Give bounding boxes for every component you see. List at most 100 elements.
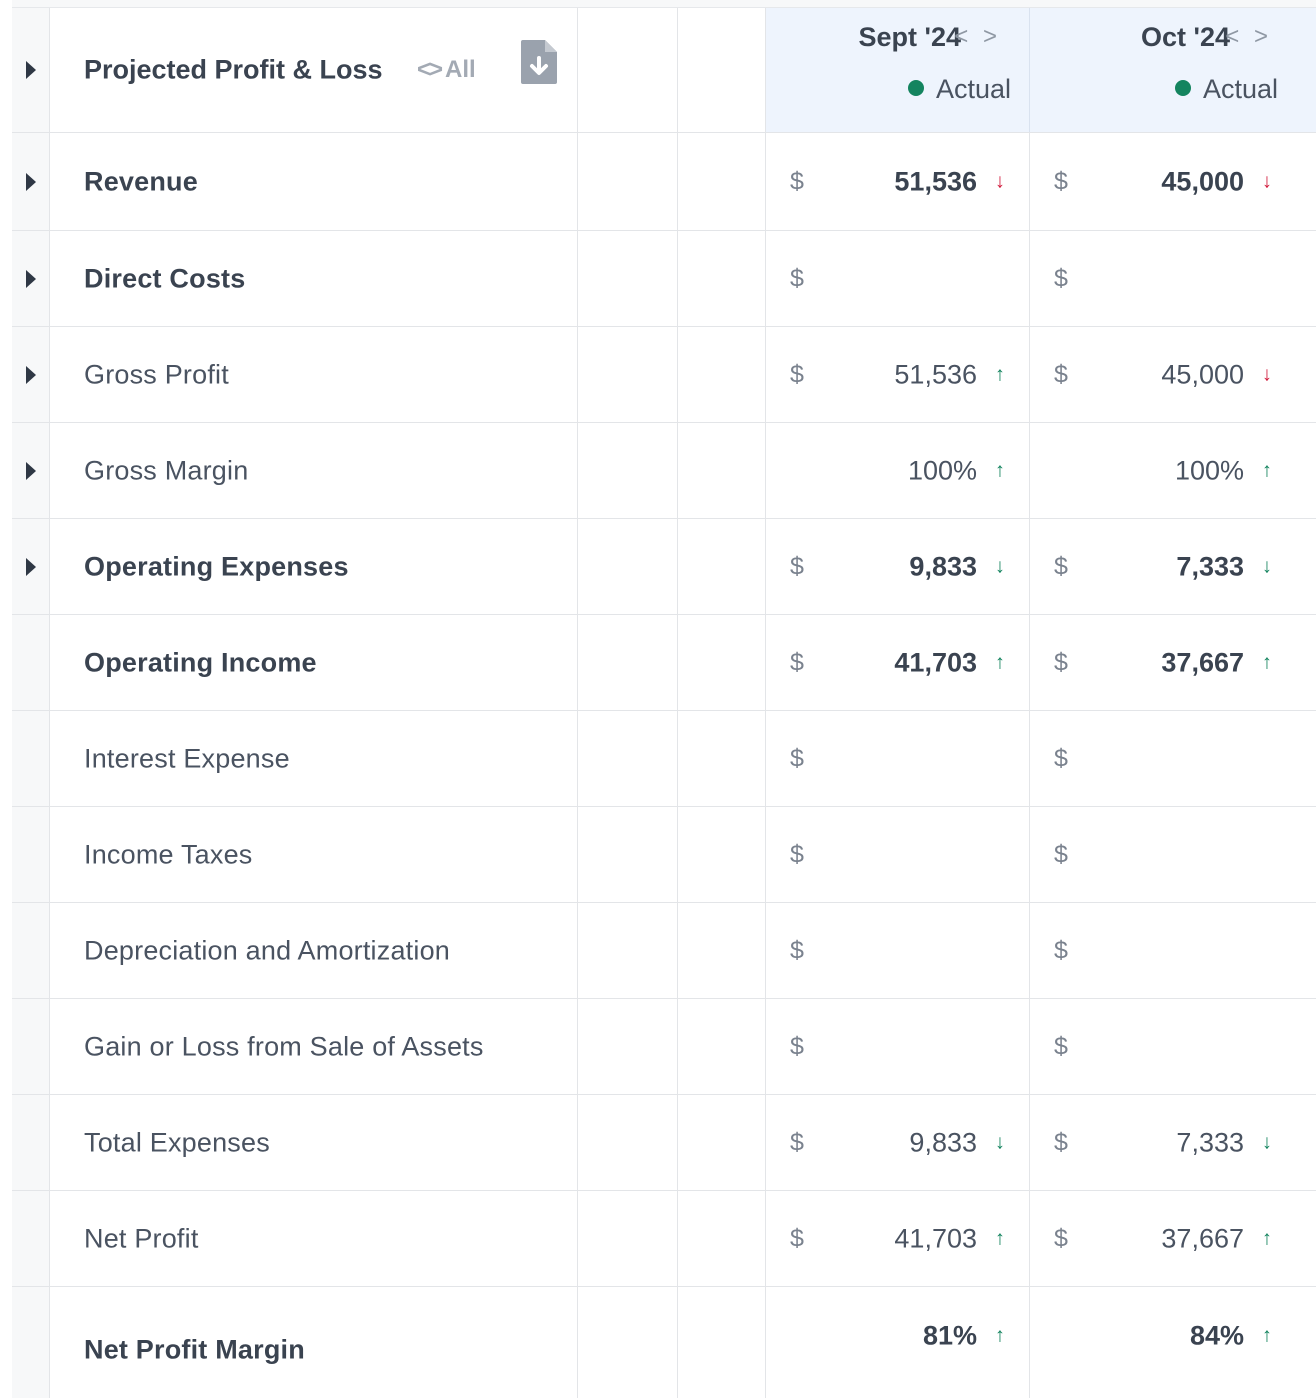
table-row: Gain or Loss from Sale of Assets $ $ bbox=[12, 999, 1316, 1095]
value-cell-oct[interactable]: $ bbox=[1030, 807, 1316, 902]
value-cell-sept[interactable]: $ bbox=[766, 999, 1030, 1094]
empty-cell bbox=[578, 327, 678, 422]
row-label[interactable]: Gross Profit bbox=[84, 359, 229, 389]
row-label[interactable]: Gross Margin bbox=[84, 455, 249, 485]
value-cell-oct[interactable]: $ bbox=[1030, 999, 1316, 1094]
cell-value: 100% bbox=[1174, 455, 1244, 485]
cell-value: 37,667 bbox=[1161, 647, 1244, 677]
trend-up-icon: ↑ bbox=[1262, 1324, 1272, 1347]
expand-caret-icon[interactable] bbox=[26, 557, 36, 576]
row-label[interactable]: Revenue bbox=[84, 166, 198, 196]
row-label-cell: Revenue bbox=[50, 133, 578, 230]
table-row: Net Profit Margin 81% ↑ 84% ↑ bbox=[12, 1287, 1316, 1398]
empty-cell bbox=[578, 807, 678, 902]
row-toggle-cell bbox=[12, 711, 50, 806]
empty-cell bbox=[578, 903, 678, 998]
cell-value: 9,833 bbox=[909, 551, 977, 581]
value-cell-oct[interactable]: $ bbox=[1030, 231, 1316, 326]
table-row: Direct Costs $ $ bbox=[12, 231, 1316, 327]
value-cell-sept[interactable]: $9,833 ↓ bbox=[766, 1095, 1030, 1190]
gap-cell bbox=[678, 711, 766, 806]
pnl-table: Projected Profit & Loss <> All Sept '24 <… bbox=[12, 8, 1316, 1398]
table-row: Gross Margin 100% ↑ 100% ↑ bbox=[12, 423, 1316, 519]
status-label: Actual bbox=[1202, 74, 1278, 104]
currency-symbol: $ bbox=[1054, 167, 1068, 195]
row-label: Gain or Loss from Sale of Assets bbox=[84, 1031, 484, 1061]
currency-symbol: $ bbox=[790, 552, 804, 580]
expand-caret-icon[interactable] bbox=[26, 172, 36, 191]
header-row: Projected Profit & Loss <> All Sept '24 <… bbox=[12, 8, 1316, 133]
month-nav-arrows-icon[interactable]: < > bbox=[1225, 23, 1272, 50]
table-row: Depreciation and Amortization $ $ bbox=[12, 903, 1316, 999]
value-cell-oct[interactable]: $ bbox=[1030, 903, 1316, 998]
currency-symbol: $ bbox=[790, 744, 804, 772]
row-label: Interest Expense bbox=[84, 743, 290, 773]
row-label-cell: Total Expenses bbox=[50, 1095, 578, 1190]
value-cell-oct[interactable]: 84% ↑ bbox=[1030, 1287, 1316, 1398]
row-label[interactable]: Operating Expenses bbox=[84, 551, 349, 581]
expand-all-caret-icon[interactable] bbox=[26, 61, 36, 79]
value-cell-oct[interactable]: $7,333 ↓ bbox=[1030, 1095, 1316, 1190]
gap-cell bbox=[678, 327, 766, 422]
code-chevrons-icon: <> bbox=[417, 56, 443, 83]
value-cell-oct[interactable]: $45,000 ↓ bbox=[1030, 133, 1316, 230]
value-cell-sept[interactable]: $41,703 ↑ bbox=[766, 1191, 1030, 1286]
status-badge: Actual bbox=[1174, 74, 1278, 105]
gap-cell bbox=[678, 1191, 766, 1286]
value-cell-sept[interactable]: 100% ↑ bbox=[766, 423, 1030, 518]
row-label-cell: Gain or Loss from Sale of Assets bbox=[50, 999, 578, 1094]
month-nav-arrows-icon[interactable]: < > bbox=[954, 23, 1001, 50]
value-cell-sept[interactable]: 81% ↑ bbox=[766, 1287, 1030, 1398]
row-toggle-cell bbox=[12, 1095, 50, 1190]
row-toggle-cell bbox=[12, 999, 50, 1094]
gap-cell bbox=[678, 999, 766, 1094]
value-cell-sept[interactable]: $ bbox=[766, 231, 1030, 326]
row-label: Net Profit Margin bbox=[84, 1334, 305, 1365]
gap-cell bbox=[678, 519, 766, 614]
value-cell-oct[interactable]: $37,667 ↑ bbox=[1030, 615, 1316, 710]
empty-cell bbox=[578, 423, 678, 518]
value-cell-sept[interactable]: $51,536 ↓ bbox=[766, 133, 1030, 230]
expand-caret-icon[interactable] bbox=[26, 365, 36, 384]
empty-cell bbox=[578, 1287, 678, 1398]
empty-cell bbox=[578, 231, 678, 326]
expand-caret-icon[interactable] bbox=[26, 269, 36, 288]
trend-down-icon: ↓ bbox=[1262, 170, 1272, 192]
row-toggle-cell bbox=[12, 1287, 50, 1398]
show-all-toggle[interactable]: <> All bbox=[417, 56, 476, 84]
currency-symbol: $ bbox=[1054, 744, 1068, 772]
value-cell-sept[interactable]: $ bbox=[766, 903, 1030, 998]
month-label: Sept '24 bbox=[858, 22, 961, 52]
trend-up-icon: ↑ bbox=[1262, 459, 1272, 481]
value-cell-oct[interactable]: $7,333 ↓ bbox=[1030, 519, 1316, 614]
row-toggle-cell bbox=[12, 1191, 50, 1286]
top-border bbox=[12, 0, 1316, 8]
trend-up-icon: ↑ bbox=[995, 651, 1005, 673]
value-cell-sept[interactable]: $51,536 ↑ bbox=[766, 327, 1030, 422]
row-label: Operating Income bbox=[84, 647, 317, 677]
expand-caret-icon[interactable] bbox=[26, 461, 36, 480]
gap-cell bbox=[678, 615, 766, 710]
value-cell-oct[interactable]: $ bbox=[1030, 711, 1316, 806]
row-label-cell: Interest Expense bbox=[50, 711, 578, 806]
download-file-icon[interactable] bbox=[519, 38, 559, 86]
cell-value: 41,703 bbox=[894, 1223, 977, 1253]
value-cell-sept[interactable]: $ bbox=[766, 711, 1030, 806]
trend-down-icon: ↓ bbox=[1262, 1131, 1272, 1153]
row-label[interactable]: Direct Costs bbox=[84, 263, 246, 293]
empty-cell bbox=[578, 615, 678, 710]
row-label: Total Expenses bbox=[84, 1127, 270, 1157]
value-cell-oct[interactable]: 100% ↑ bbox=[1030, 423, 1316, 518]
trend-up-icon: ↑ bbox=[995, 1324, 1005, 1347]
currency-symbol: $ bbox=[790, 360, 804, 388]
value-cell-sept[interactable]: $9,833 ↓ bbox=[766, 519, 1030, 614]
row-label-cell: Operating Income bbox=[50, 615, 578, 710]
value-cell-oct[interactable]: $45,000 ↓ bbox=[1030, 327, 1316, 422]
currency-symbol: $ bbox=[1054, 264, 1068, 292]
currency-symbol: $ bbox=[1054, 1032, 1068, 1060]
row-toggle-cell bbox=[12, 519, 50, 614]
value-cell-oct[interactable]: $37,667 ↑ bbox=[1030, 1191, 1316, 1286]
cell-value: 45,000 bbox=[1161, 166, 1244, 196]
value-cell-sept[interactable]: $41,703 ↑ bbox=[766, 615, 1030, 710]
value-cell-sept[interactable]: $ bbox=[766, 807, 1030, 902]
